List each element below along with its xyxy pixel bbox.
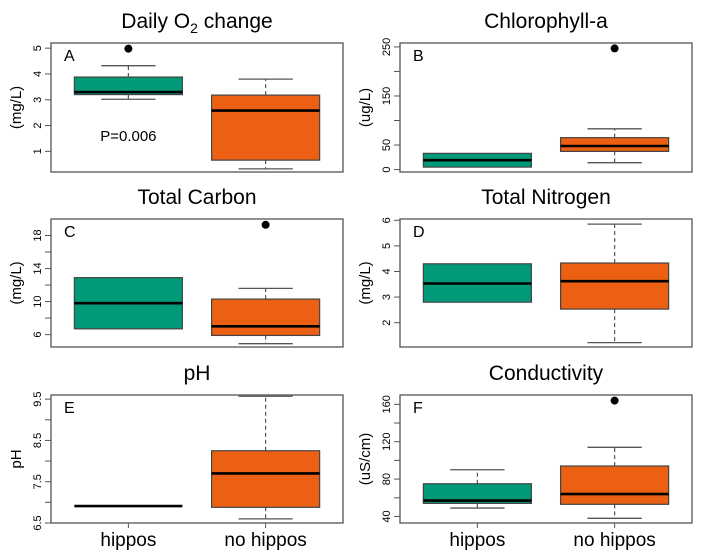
y-tick-label: 0 <box>381 166 393 172</box>
box-no-hippos <box>211 395 321 520</box>
panel-title: Conductivity <box>489 362 604 385</box>
box-hippos <box>422 469 532 509</box>
y-tick-label: 6 <box>32 332 44 338</box>
box-hippos <box>73 44 184 100</box>
y-tick-label: 250 <box>381 38 393 56</box>
panel-a: Daily O2 change 1 2 3 4 5 (mg/L) A P=0.006 <box>8 10 344 173</box>
y-tick-label: 8.5 <box>32 433 44 448</box>
y-axis-label: (uS/cm) <box>357 433 374 486</box>
plot-frame <box>50 218 344 348</box>
box-iqr <box>559 465 670 505</box>
box-iqr <box>73 76 184 96</box>
y-tick-label: 2 <box>381 320 393 326</box>
box-hippos <box>422 152 532 168</box>
panel-letter: E <box>64 400 75 417</box>
plot-frame <box>399 394 693 524</box>
panel-title: pH <box>184 362 211 385</box>
panel-d: Total Nitrogen 2 3 4 5 6 (mg/L) D <box>357 186 693 348</box>
x-category-label: no hippos <box>573 530 655 551</box>
box-iqr <box>211 450 321 508</box>
panel-letter: D <box>413 224 425 241</box>
y-tick-label: 18 <box>32 229 44 241</box>
outlier-point <box>610 396 619 405</box>
box-iqr <box>559 262 670 310</box>
box-iqr <box>211 94 321 161</box>
box-no-hippos <box>559 223 670 344</box>
y-tick-label: 9.5 <box>32 391 44 406</box>
panel-title: Daily O2 change <box>121 10 272 36</box>
x-category-label: hippos <box>449 530 505 551</box>
y-axis-label: pH <box>8 449 25 468</box>
panel-letter: B <box>413 48 424 65</box>
panel-b: Chlorophyll-a 0 50 150 250 (ug/L) B <box>357 10 693 173</box>
panel-title: Chlorophyll-a <box>484 10 608 33</box>
x-category-label: hippos <box>100 530 156 551</box>
y-tick-label: 10 <box>32 295 44 307</box>
plot-frame <box>399 218 693 348</box>
plot-frame <box>399 42 693 173</box>
y-axis-label: (mg/L) <box>8 261 25 304</box>
panel-c: Total Carbon 6 10 14 18 (mg/L) C <box>8 186 344 348</box>
box-no-hippos <box>559 44 670 164</box>
y-tick-label: 3 <box>381 294 393 300</box>
y-tick-label: 6 <box>381 217 393 223</box>
outlier-point <box>610 44 619 53</box>
y-tick-label: 120 <box>381 433 393 451</box>
box-hippos <box>73 277 184 330</box>
panel-letter: F <box>413 400 423 417</box>
y-tick-label: 4 <box>32 71 44 77</box>
panel-letter: C <box>64 224 76 241</box>
outlier-point <box>124 44 133 53</box>
panel-letter: A <box>64 48 75 65</box>
plot-frame <box>50 42 344 173</box>
box-iqr <box>559 137 670 152</box>
box-hippos <box>422 263 532 303</box>
y-tick-label: 14 <box>32 262 44 274</box>
panel-title: Total Carbon <box>137 186 256 209</box>
box-iqr <box>422 483 532 504</box>
y-tick-label: 5 <box>381 243 393 249</box>
y-tick-label: 3 <box>32 97 44 103</box>
y-axis-label: (ug/L) <box>357 88 374 127</box>
y-tick-label: 5 <box>32 45 44 51</box>
y-tick-label: 1 <box>32 148 44 154</box>
y-tick-label: 50 <box>381 139 393 151</box>
y-tick-label: 7.5 <box>32 474 44 489</box>
y-tick-label: 4 <box>381 268 393 274</box>
panel-title: Total Nitrogen <box>481 186 611 209</box>
y-tick-label: 80 <box>381 473 393 485</box>
x-category-label: no hippos <box>224 530 306 551</box>
box-iqr <box>211 298 321 337</box>
y-tick-label: 40 <box>381 510 393 522</box>
plot-frame <box>50 394 344 524</box>
box-no-hippos <box>559 396 670 519</box>
p-value-annotation: P=0.006 <box>100 128 156 145</box>
box-no-hippos <box>211 78 321 170</box>
y-tick-label: 150 <box>381 87 393 105</box>
y-axis-label: (mg/L) <box>357 261 374 304</box>
outlier-point <box>261 220 270 229</box>
y-tick-label: 6.5 <box>32 515 44 530</box>
y-tick-label: 2 <box>32 122 44 128</box>
y-tick-label: 160 <box>381 395 393 413</box>
y-axis-label: (mg/L) <box>8 86 25 129</box>
box-no-hippos <box>211 220 321 345</box>
